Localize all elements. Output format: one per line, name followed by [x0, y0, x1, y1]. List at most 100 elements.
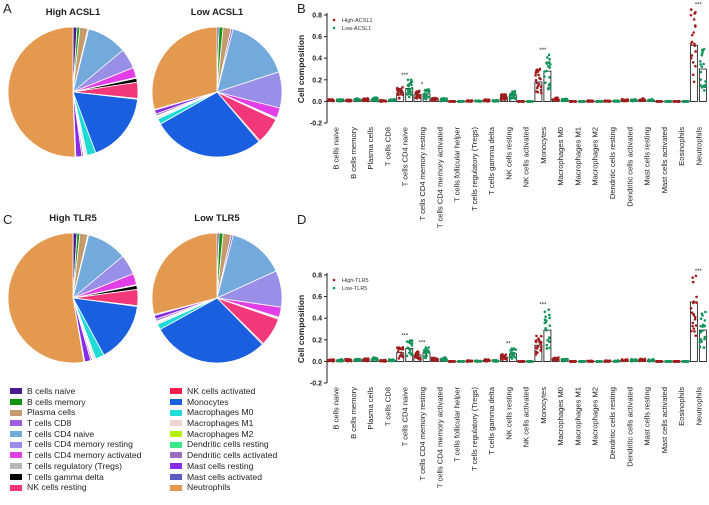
legend-swatch — [10, 431, 22, 438]
significance-label: *** — [539, 303, 547, 309]
data-point — [547, 336, 551, 339]
data-point — [699, 317, 703, 321]
data-point — [535, 69, 538, 72]
data-point — [522, 360, 526, 363]
data-point — [664, 100, 668, 103]
data-point — [539, 88, 543, 92]
y-tick-label: 0.4 — [312, 56, 322, 63]
data-point — [399, 88, 403, 91]
data-point — [372, 358, 376, 361]
data-point — [689, 307, 693, 310]
legend-item: Plasma cells — [10, 407, 141, 418]
data-point — [349, 99, 353, 102]
data-point — [477, 99, 481, 103]
data-point — [501, 354, 504, 358]
x-tick-label: B cells memory — [349, 127, 358, 179]
data-point — [699, 60, 702, 63]
pie-slice — [151, 26, 218, 110]
legend-swatch — [170, 463, 182, 470]
data-point — [547, 87, 550, 91]
data-point — [543, 75, 546, 78]
legend-label: Dendritic cells resting — [187, 439, 269, 450]
data-point — [692, 31, 695, 34]
legend-label: T cells regulatory (Tregs) — [27, 460, 123, 471]
data-point — [548, 316, 551, 320]
data-point — [640, 357, 644, 361]
data-point — [548, 313, 551, 317]
data-point — [513, 89, 517, 93]
data-point — [398, 354, 402, 358]
data-point — [519, 100, 523, 103]
data-point — [502, 97, 505, 100]
data-point — [539, 345, 543, 349]
data-point — [423, 95, 427, 98]
data-point — [548, 75, 551, 79]
legend-label: Low-ACSL1 — [342, 26, 371, 32]
data-point — [450, 100, 453, 103]
significance-label: *** — [695, 3, 703, 9]
y-tick-label: 0.8 — [312, 13, 322, 20]
data-point — [690, 33, 694, 37]
data-point — [408, 351, 412, 355]
data-point — [547, 84, 551, 87]
data-point — [699, 331, 702, 334]
data-point — [409, 78, 413, 82]
data-point — [401, 93, 404, 96]
data-point — [410, 80, 414, 84]
data-point — [694, 274, 698, 278]
data-point — [410, 342, 414, 345]
legend-label: Macrophages M0 — [187, 407, 254, 418]
data-point — [433, 98, 437, 101]
data-point — [500, 356, 504, 360]
data-point — [704, 310, 707, 314]
data-point — [703, 319, 707, 322]
legend-label: T cells gamma delta — [27, 471, 104, 482]
data-point — [546, 56, 549, 59]
x-tick-label: Macrophages M2 — [591, 387, 600, 446]
x-tick-label: T cells CD4 memory activated — [435, 387, 444, 488]
legend-label: Macrophages M1 — [187, 418, 254, 429]
data-point — [615, 100, 618, 103]
data-point — [514, 348, 518, 351]
x-tick-label: Macrophages M2 — [591, 127, 600, 186]
data-point — [362, 359, 366, 362]
data-point — [684, 360, 688, 363]
data-point — [440, 358, 443, 362]
data-point — [431, 99, 434, 103]
y-tick-label: 0.2 — [312, 337, 322, 344]
y-tick-label: -0.2 — [310, 121, 322, 128]
data-point — [514, 97, 517, 100]
data-point — [693, 317, 697, 321]
pie-slice — [72, 91, 139, 154]
data-point — [405, 354, 409, 358]
data-point — [625, 98, 629, 102]
data-point — [699, 338, 703, 341]
data-point — [699, 84, 702, 87]
x-tick-label: T cells CD8 — [383, 387, 392, 426]
legend-item: Dendritic cells resting — [170, 439, 277, 450]
data-point — [536, 84, 540, 88]
data-point — [691, 61, 695, 64]
x-tick-label: T cells follicular helper — [453, 387, 462, 462]
data-point — [675, 100, 679, 103]
legend-item: Dendritic cells activated — [170, 450, 277, 461]
data-point — [544, 327, 547, 330]
data-point — [694, 64, 697, 68]
data-point — [408, 348, 412, 352]
data-point — [655, 100, 659, 103]
legend-swatch — [170, 420, 182, 427]
data-point — [569, 100, 572, 103]
data-point — [423, 351, 427, 355]
data-point — [354, 97, 358, 101]
legend-label: T cells CD8 — [27, 418, 72, 429]
data-point — [424, 90, 428, 93]
data-point — [586, 100, 589, 103]
data-point — [690, 311, 694, 314]
data-point — [702, 62, 705, 66]
data-point — [692, 301, 695, 305]
legend-label: Neutrophils — [187, 482, 231, 493]
data-point — [425, 349, 428, 353]
data-point — [543, 318, 547, 322]
data-point — [700, 86, 704, 89]
data-point — [509, 355, 513, 358]
